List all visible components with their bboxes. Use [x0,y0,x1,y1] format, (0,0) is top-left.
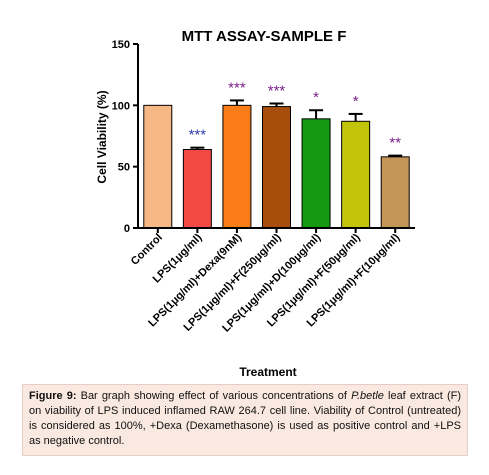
bar [262,106,291,229]
significance-marker: *** [228,79,246,96]
caption-label: Figure 9: [29,390,77,402]
significance-marker: * [313,89,319,106]
caption-species: P.betle [351,390,384,402]
figure-caption: Figure 9: Bar graph showing effect of va… [22,384,468,456]
y-tick-label: 0 [124,223,130,235]
y-tick-label: 150 [112,39,130,51]
x-tick-label: Control [129,232,165,268]
bar [222,104,252,229]
x-axis-label: Treatment [239,365,296,379]
bar [301,118,331,229]
caption-text-1: Bar graph showing effect of various conc… [76,390,352,402]
bar-chart: MTT ASSAY-SAMPLE F Cell Viability (%) 0 5… [95,28,415,379]
y-tick-label: 100 [112,100,130,112]
bar [143,104,173,229]
significance-marker: *** [189,127,207,144]
y-axis-label: Cell Viability (%) [95,90,109,183]
chart-title: MTT ASSAY-SAMPLE F [182,28,347,45]
bar [341,120,371,229]
caption-text-2: leaf extract (F) on viability of LPS ind… [29,390,461,447]
significance-marker: *** [268,82,286,99]
bar [182,148,212,229]
significance-marker: ** [389,135,401,152]
y-tick-label: 50 [118,162,130,174]
significance-marker: * [353,93,359,110]
bar [380,156,410,229]
